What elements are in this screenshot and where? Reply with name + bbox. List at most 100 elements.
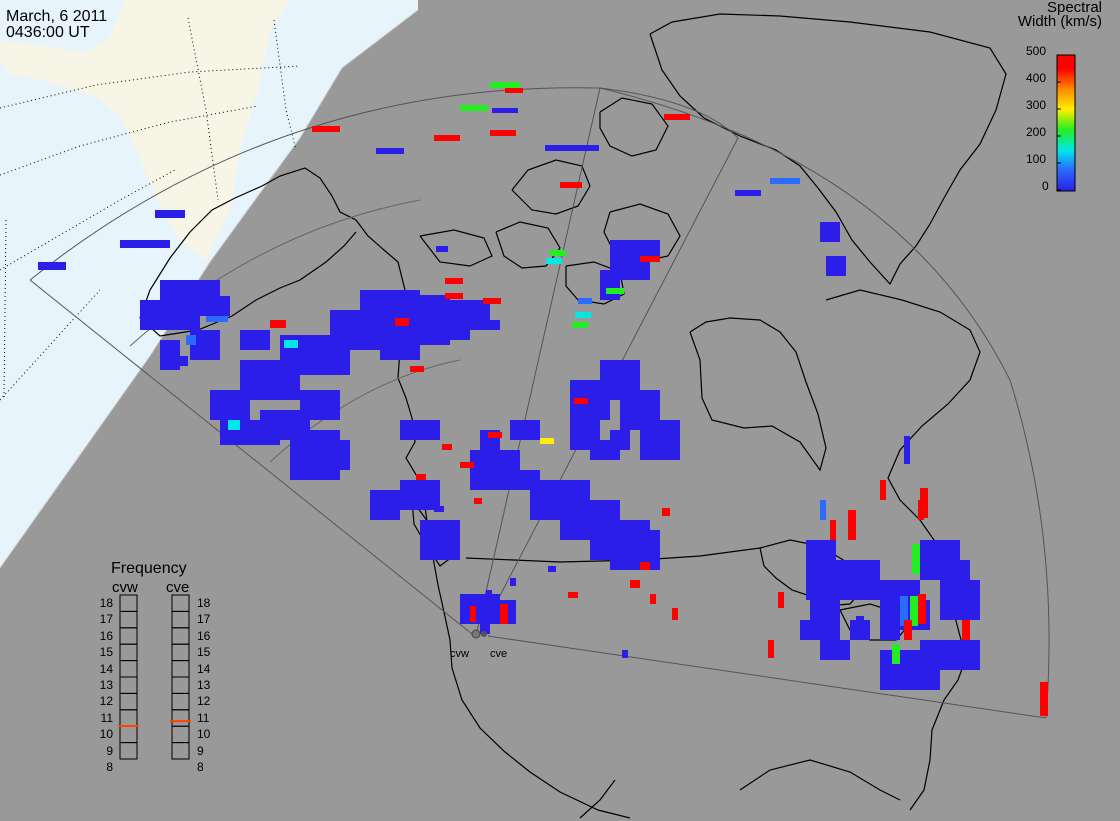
cve-fov-east-edge xyxy=(487,635,1047,719)
scatter-cell xyxy=(848,510,856,540)
scatter-cell xyxy=(672,608,678,620)
scatter-cell xyxy=(578,298,592,304)
grid-line xyxy=(0,169,176,271)
frequency-tick: 12 xyxy=(197,694,211,709)
frequency-tick: 17 xyxy=(197,612,211,627)
timestamp: March, 6 2011 0436:00 UT xyxy=(6,9,107,41)
scatter-cell xyxy=(460,105,488,111)
colorbar-tick: 100 xyxy=(1026,152,1047,166)
colorbar-tick: 400 xyxy=(1026,71,1047,85)
scatter-cell xyxy=(778,592,784,608)
scatter-cell xyxy=(1040,682,1048,716)
scatter-cell xyxy=(178,356,188,366)
scatter-cell xyxy=(300,390,340,420)
scatter-cell xyxy=(452,310,468,316)
terminator-line xyxy=(0,9,419,569)
scatter-cell xyxy=(770,178,800,184)
scatter-cell xyxy=(820,222,840,242)
site-label-cvw: cvw xyxy=(450,648,469,660)
frequency-tick: 8 xyxy=(106,760,113,775)
scatter-cell xyxy=(900,670,940,690)
frequency-tick: 9 xyxy=(106,743,113,758)
scatter-cell xyxy=(442,444,452,450)
scatter-cell xyxy=(575,312,591,318)
scatter-cell xyxy=(640,256,660,262)
scatter-cell xyxy=(540,438,554,444)
scatter-cell xyxy=(312,126,340,132)
frequency-tick: 18 xyxy=(197,596,211,610)
grid-line xyxy=(0,289,101,401)
frequency-tick: 15 xyxy=(99,645,113,660)
scatter-cell xyxy=(376,148,404,154)
scatter-cell xyxy=(606,288,624,294)
scatter-cell xyxy=(420,300,460,340)
frequency-tick: 18 xyxy=(99,596,113,610)
cvw-site-marker xyxy=(471,629,481,639)
frequency-tick: 11 xyxy=(100,710,113,725)
cve-site-marker xyxy=(481,631,487,637)
scatter-cell xyxy=(826,256,846,276)
scatter-cell xyxy=(640,240,660,260)
scatter-cell xyxy=(900,596,908,626)
scatter-cell xyxy=(445,278,463,284)
scatter-cell xyxy=(880,620,900,640)
time-label: 0436:00 UT xyxy=(6,24,90,41)
scatter-cell xyxy=(240,330,270,350)
scatter-cell xyxy=(380,320,420,360)
scatter-cell xyxy=(206,316,228,322)
frequency-col-cve: cve xyxy=(166,579,190,596)
scatter-cell xyxy=(284,340,298,348)
scatter-cell xyxy=(474,498,482,504)
scatter-cell xyxy=(918,500,924,520)
colorbar-title-line2: Width (km/s) xyxy=(1017,13,1102,30)
scatter-cell xyxy=(470,606,476,622)
scatter-cell xyxy=(434,506,444,512)
dayside-land xyxy=(0,0,290,260)
scatter-cell xyxy=(434,135,460,141)
frequency-tick: 16 xyxy=(99,628,113,643)
cve-fov-west-edge xyxy=(475,87,601,637)
scatter-cell xyxy=(610,530,660,570)
scatter-cell xyxy=(436,246,448,252)
frequency-ticks-left: 18 17 16 15 14 13 12 11 10 9 8 xyxy=(97,595,113,775)
scatter-cell xyxy=(120,240,170,248)
scatter-cell xyxy=(155,210,185,218)
scatter-cell xyxy=(572,322,588,328)
scatter-cell xyxy=(664,114,690,120)
scatter-cell xyxy=(320,440,350,470)
scatter-cell xyxy=(610,430,630,450)
scatter-cell xyxy=(460,462,474,468)
scatter-cell xyxy=(545,145,599,151)
scatter-cell xyxy=(550,250,566,256)
scatter-cell xyxy=(622,650,628,658)
scatter-cell xyxy=(574,398,588,404)
colorbar-title: Spectral Width (km/s) xyxy=(1017,0,1102,30)
frequency-title: Frequency xyxy=(111,560,187,577)
scatter-cell xyxy=(940,640,960,670)
frequency-tick: 15 xyxy=(197,645,211,660)
frequency-tick: 14 xyxy=(197,661,211,676)
scatter-cell xyxy=(960,580,980,620)
frequency-cell xyxy=(119,742,138,760)
scatter-cell xyxy=(904,620,912,640)
scatter-cell xyxy=(490,130,516,136)
scatter-cell xyxy=(910,596,918,626)
scatter-cell xyxy=(546,258,562,264)
scatter-cell xyxy=(912,544,920,574)
scatter-cell xyxy=(480,604,490,634)
colorbar-tick: 200 xyxy=(1026,125,1047,139)
scatter-cell xyxy=(160,340,180,370)
frequency-cell xyxy=(171,742,190,760)
frequency-tick: 10 xyxy=(99,727,113,742)
scatter-cell xyxy=(662,508,670,516)
scatter-cell xyxy=(270,320,286,328)
radar-fov xyxy=(29,87,1050,719)
scatter-cell xyxy=(470,450,520,490)
scatter-cell xyxy=(768,640,774,658)
scatter-cell xyxy=(228,420,240,430)
scatter-cell xyxy=(200,296,230,316)
scatter-cell xyxy=(800,620,840,640)
scatter-cell xyxy=(880,580,920,600)
scatter-cell xyxy=(510,420,540,440)
